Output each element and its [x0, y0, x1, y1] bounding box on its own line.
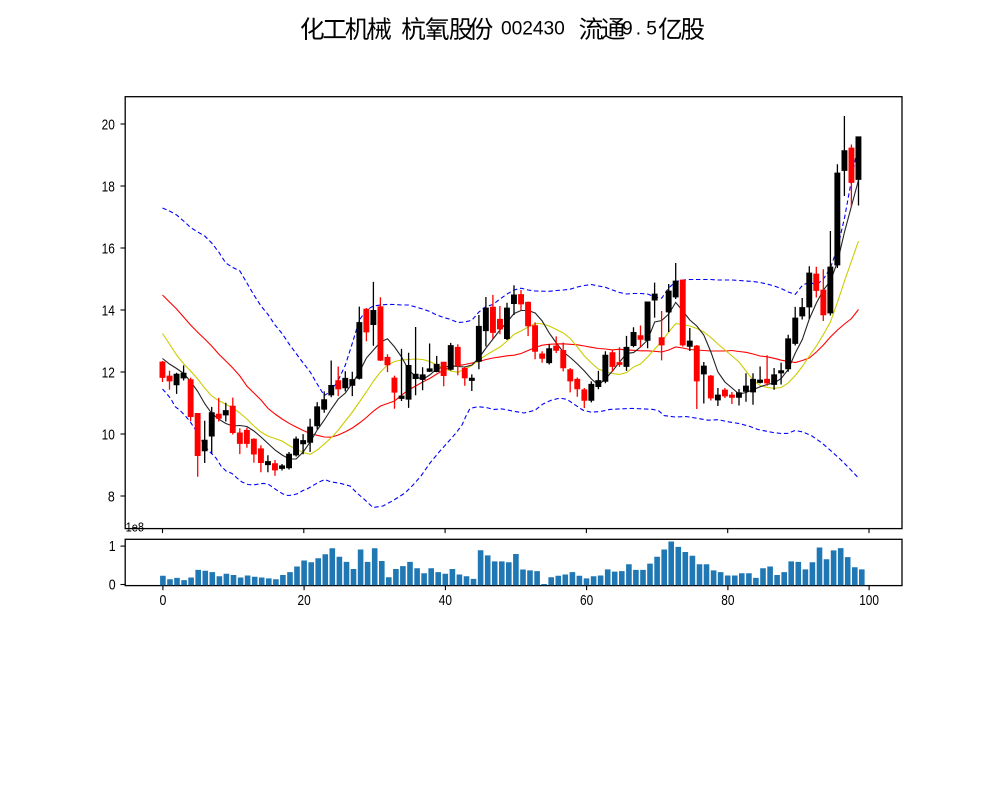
svg-text:20: 20	[298, 593, 311, 609]
svg-text:100: 100	[859, 593, 879, 609]
svg-text:4: 4	[533, 18, 544, 39]
svg-text:0: 0	[554, 18, 565, 39]
svg-text:5: 5	[646, 18, 657, 39]
svg-text:80: 80	[721, 593, 734, 609]
svg-text:60: 60	[580, 593, 593, 609]
svg-text:1: 1	[109, 539, 116, 555]
svg-text:0: 0	[159, 593, 166, 609]
svg-text:40: 40	[439, 593, 452, 609]
svg-text:10: 10	[102, 428, 115, 444]
svg-text:8: 8	[108, 490, 115, 506]
svg-text:3: 3	[544, 18, 555, 39]
svg-text:1e8: 1e8	[126, 520, 144, 534]
svg-text:0: 0	[501, 18, 512, 39]
svg-text:12: 12	[102, 366, 115, 382]
svg-text:9: 9	[622, 18, 633, 39]
svg-text:14: 14	[102, 304, 115, 320]
svg-text:18: 18	[102, 180, 115, 196]
svg-text:0: 0	[512, 18, 523, 39]
svg-text:16: 16	[102, 242, 115, 258]
svg-text:0: 0	[109, 578, 116, 594]
svg-text:2: 2	[522, 18, 533, 39]
svg-text:.: .	[636, 18, 641, 39]
svg-text:20: 20	[102, 118, 115, 134]
